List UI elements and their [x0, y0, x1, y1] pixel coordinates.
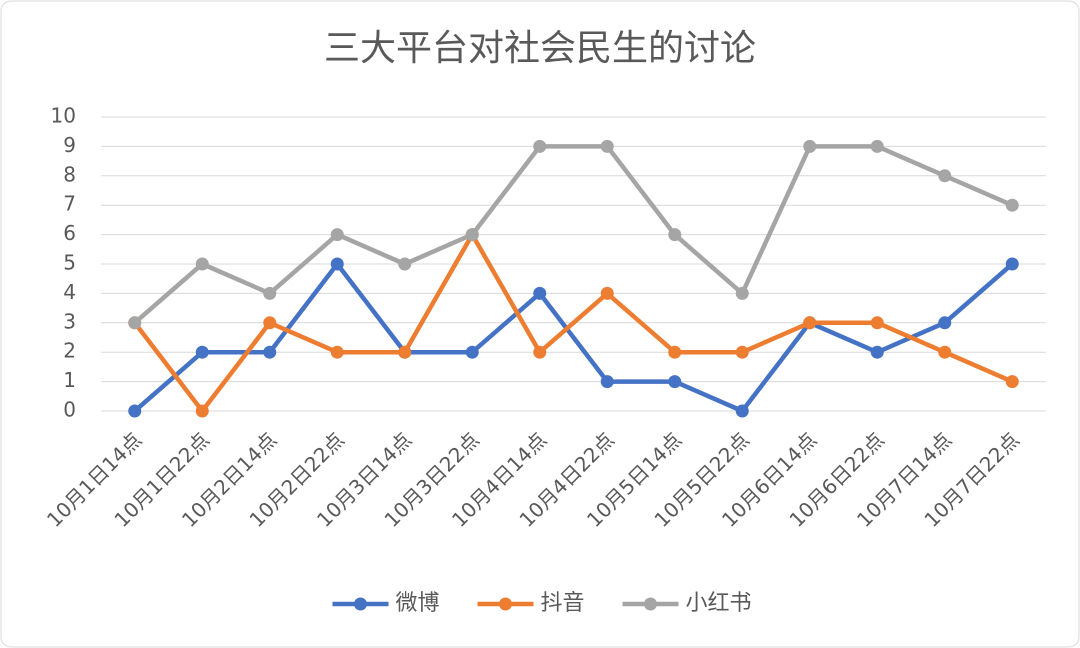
legend-marker — [354, 597, 367, 611]
data-point — [263, 345, 277, 359]
data-point — [533, 345, 547, 359]
data-point — [533, 139, 547, 153]
data-point — [870, 316, 884, 330]
data-point — [398, 257, 412, 271]
data-point — [735, 286, 749, 300]
y-tick-label: 6 — [63, 221, 76, 245]
data-point — [938, 316, 952, 330]
data-point — [195, 345, 209, 359]
data-point — [263, 316, 277, 330]
data-point — [803, 316, 817, 330]
data-point — [533, 286, 547, 300]
data-point — [1005, 257, 1019, 271]
y-tick-label: 10 — [51, 104, 76, 128]
data-point — [735, 345, 749, 359]
data-point — [600, 286, 614, 300]
y-tick-label: 7 — [63, 192, 76, 216]
data-point — [1005, 375, 1019, 389]
data-point — [330, 257, 344, 271]
data-point — [465, 345, 479, 359]
legend-label: 小红书 — [686, 591, 752, 616]
y-tick-label: 1 — [63, 368, 76, 392]
data-point — [668, 228, 682, 242]
series-line — [133, 261, 1014, 414]
data-point — [938, 345, 952, 359]
data-point — [195, 257, 209, 271]
series-line — [132, 232, 1014, 414]
data-point — [600, 375, 614, 389]
chart-title: 三大平台对社会民生的讨论 — [324, 28, 756, 69]
legend-label: 抖音 — [541, 591, 585, 616]
plot — [128, 139, 1019, 418]
data-point — [330, 345, 344, 359]
legend: 微博 抖音 小红书 — [332, 591, 752, 616]
data-point — [330, 228, 344, 242]
data-point — [938, 169, 952, 183]
data-point — [465, 228, 479, 242]
legend-marker — [499, 597, 512, 611]
y-tick-label: 9 — [63, 133, 76, 157]
y-tick-label: 0 — [63, 398, 76, 422]
data-point — [668, 375, 682, 389]
y-tick-label: 4 — [63, 280, 76, 304]
data-point — [870, 345, 884, 359]
data-point — [735, 404, 749, 418]
data-point — [263, 286, 277, 300]
data-point — [398, 345, 412, 359]
y-tick-label: 8 — [63, 162, 76, 186]
data-point — [600, 139, 614, 153]
data-point — [128, 316, 142, 330]
legend-label: 微博 — [396, 591, 440, 616]
data-point — [128, 404, 142, 418]
y-tick-label: 5 — [63, 251, 76, 275]
y-tick-label: 2 — [63, 339, 76, 363]
y-tick-label: 3 — [63, 309, 76, 333]
data-point — [870, 139, 884, 153]
data-point — [668, 345, 682, 359]
data-point — [1005, 198, 1019, 212]
data-point — [803, 139, 817, 153]
series-line — [133, 144, 1014, 325]
legend-marker — [644, 597, 657, 611]
data-point — [195, 404, 209, 418]
